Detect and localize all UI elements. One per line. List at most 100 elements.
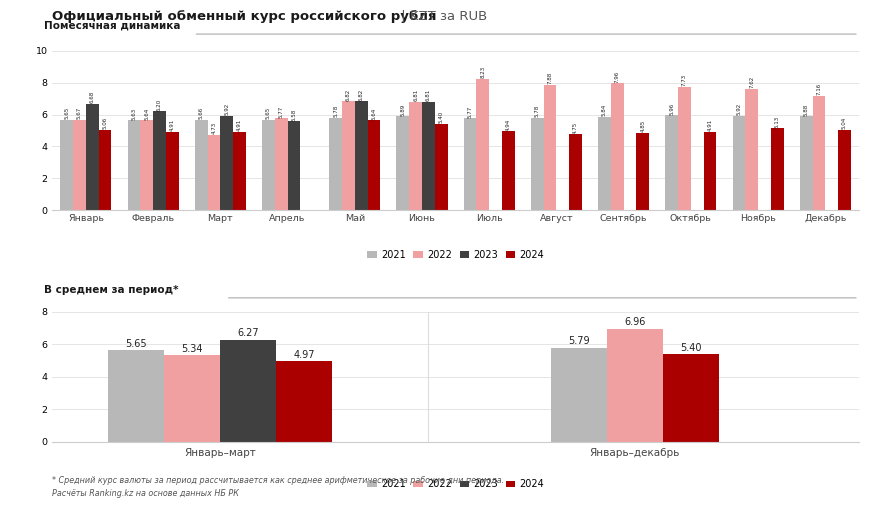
Text: Расчёты Ranking.kz на основе данных НБ РК: Расчёты Ranking.kz на основе данных НБ Р… xyxy=(52,489,239,498)
Text: 5.64: 5.64 xyxy=(371,107,377,120)
Bar xyxy=(800,116,813,210)
Bar xyxy=(127,120,140,210)
Bar xyxy=(108,350,164,442)
Bar xyxy=(262,120,275,210)
Bar xyxy=(422,102,435,210)
Bar xyxy=(330,118,342,210)
Bar xyxy=(678,87,691,210)
Bar xyxy=(164,355,221,442)
Text: 5.78: 5.78 xyxy=(535,105,540,117)
Text: 5.96: 5.96 xyxy=(669,102,674,114)
Text: 5.58: 5.58 xyxy=(291,108,296,120)
Bar xyxy=(598,117,611,210)
Bar xyxy=(194,120,208,210)
Text: | KZT за RUB: | KZT за RUB xyxy=(397,10,487,23)
Text: 5.77: 5.77 xyxy=(467,105,473,117)
Text: 5.40: 5.40 xyxy=(680,342,702,353)
Text: 5.65: 5.65 xyxy=(266,107,271,119)
Bar xyxy=(355,102,368,210)
Text: 6.96: 6.96 xyxy=(624,317,645,327)
Bar xyxy=(813,96,825,210)
Bar xyxy=(663,354,719,442)
Text: 5.34: 5.34 xyxy=(181,343,203,354)
Text: 5.06: 5.06 xyxy=(103,117,107,129)
Text: 4.94: 4.94 xyxy=(506,118,511,131)
Bar xyxy=(569,135,582,210)
Bar xyxy=(502,132,514,210)
Bar xyxy=(99,130,112,210)
Bar xyxy=(611,83,623,210)
Legend: 2021, 2022, 2023, 2024: 2021, 2022, 2023, 2024 xyxy=(364,475,548,493)
Text: 5.92: 5.92 xyxy=(224,103,229,115)
Text: 6.82: 6.82 xyxy=(358,88,364,101)
Bar xyxy=(531,118,543,210)
Text: 4.97: 4.97 xyxy=(294,350,315,360)
Text: 5.92: 5.92 xyxy=(737,103,741,115)
Bar xyxy=(551,347,607,442)
Bar xyxy=(140,120,153,210)
Text: 4.73: 4.73 xyxy=(212,122,216,134)
Text: 5.78: 5.78 xyxy=(333,105,338,117)
Text: 7.88: 7.88 xyxy=(548,72,553,84)
Bar xyxy=(746,89,758,210)
Text: * Средний курс валюты за период рассчитывается как среднее арифметическое за раб: * Средний курс валюты за период рассчиты… xyxy=(52,476,504,485)
Text: 5.13: 5.13 xyxy=(774,115,780,128)
Text: 5.04: 5.04 xyxy=(842,117,847,129)
Text: 5.64: 5.64 xyxy=(144,107,149,120)
Bar xyxy=(86,104,99,210)
Text: 5.67: 5.67 xyxy=(77,107,82,119)
Text: 5.77: 5.77 xyxy=(279,105,283,117)
Text: 5.63: 5.63 xyxy=(132,108,137,120)
Text: 6.81: 6.81 xyxy=(426,89,431,101)
Bar xyxy=(435,124,447,210)
Bar xyxy=(397,116,409,210)
Bar xyxy=(771,129,784,210)
Bar xyxy=(233,132,246,210)
Text: 8.23: 8.23 xyxy=(480,66,486,78)
Text: 6.27: 6.27 xyxy=(237,329,259,338)
Text: 5.66: 5.66 xyxy=(199,107,204,119)
Bar xyxy=(275,118,288,210)
Bar xyxy=(838,130,851,210)
Text: 7.16: 7.16 xyxy=(816,83,821,96)
Bar xyxy=(637,133,649,210)
Bar xyxy=(60,120,73,210)
Bar xyxy=(665,115,678,210)
Text: 5.65: 5.65 xyxy=(126,338,147,348)
Text: 5.84: 5.84 xyxy=(602,104,607,116)
Bar xyxy=(276,361,332,442)
Bar xyxy=(221,340,276,442)
Text: 5.79: 5.79 xyxy=(568,336,589,346)
Text: 4.75: 4.75 xyxy=(573,121,578,134)
Text: 4.91: 4.91 xyxy=(170,119,174,131)
Text: 4.91: 4.91 xyxy=(237,119,242,131)
Bar xyxy=(464,118,476,210)
Bar xyxy=(409,102,422,210)
Text: 5.89: 5.89 xyxy=(400,104,405,116)
Bar xyxy=(342,102,355,210)
Text: Помесячная динамика: Помесячная динамика xyxy=(44,20,181,30)
Text: 7.62: 7.62 xyxy=(749,76,754,88)
Bar xyxy=(732,116,746,210)
Bar xyxy=(73,120,86,210)
Text: 4.91: 4.91 xyxy=(707,119,712,131)
Bar xyxy=(166,132,179,210)
Bar xyxy=(543,85,556,210)
Text: В среднем за период*: В среднем за период* xyxy=(44,284,179,295)
Bar xyxy=(368,120,380,210)
Text: 6.82: 6.82 xyxy=(346,88,351,101)
Text: 6.81: 6.81 xyxy=(413,89,419,101)
Bar xyxy=(153,111,166,210)
Bar xyxy=(208,135,221,210)
Bar xyxy=(607,329,663,442)
Text: 5.88: 5.88 xyxy=(804,104,808,116)
Legend: 2021, 2022, 2023, 2024: 2021, 2022, 2023, 2024 xyxy=(364,246,548,264)
Bar xyxy=(221,116,233,210)
Text: Официальный обменный курс российского рубля: Официальный обменный курс российского ру… xyxy=(52,10,437,23)
Bar xyxy=(476,79,489,210)
Text: 5.40: 5.40 xyxy=(439,111,444,123)
Text: 4.85: 4.85 xyxy=(640,120,645,132)
Bar xyxy=(288,121,300,210)
Text: 5.65: 5.65 xyxy=(65,107,69,119)
Text: 7.96: 7.96 xyxy=(615,71,620,83)
